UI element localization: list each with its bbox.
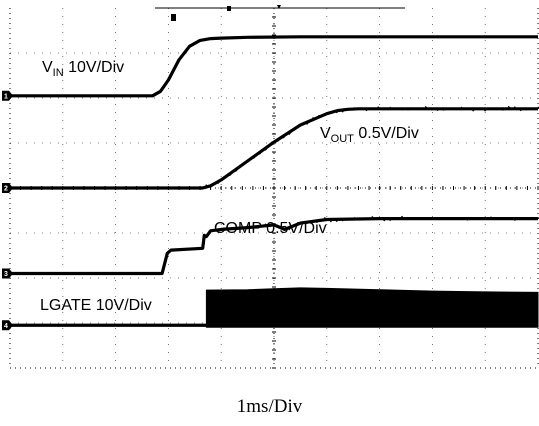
channel-2-number: 2: [4, 186, 8, 193]
channel-markers: 1 2 3 4: [2, 90, 13, 331]
waveform-traces: [10, 35, 539, 328]
channel-3-marker: [2, 268, 13, 279]
record-center-marker: [227, 6, 231, 11]
channel-3-number: 3: [4, 271, 8, 278]
trigger-point-marker: [277, 5, 281, 9]
trigger-position-marker: [171, 14, 176, 21]
trace-noise: [205, 215, 539, 237]
lgate-label: LGATE 10V/Div: [40, 297, 152, 314]
channel-1-marker: [2, 90, 13, 101]
trace-lgate-switching: [205, 287, 539, 328]
channel-4-number: 4: [4, 323, 8, 330]
channel-2-marker: [2, 183, 13, 193]
trace-v-in: [10, 35, 538, 98]
channel-1-number: 1: [4, 93, 8, 100]
vout-label: VOUT 0.5V/Div: [320, 125, 419, 145]
comp-label: COMP 0.5V/Div: [214, 220, 327, 237]
trace-noise: [205, 105, 539, 188]
trace-comp: [10, 217, 538, 276]
channel-4-marker: [2, 320, 13, 331]
vin-label: VIN 10V/Div: [42, 59, 124, 79]
timebase-label: 1ms/Div: [236, 396, 303, 417]
